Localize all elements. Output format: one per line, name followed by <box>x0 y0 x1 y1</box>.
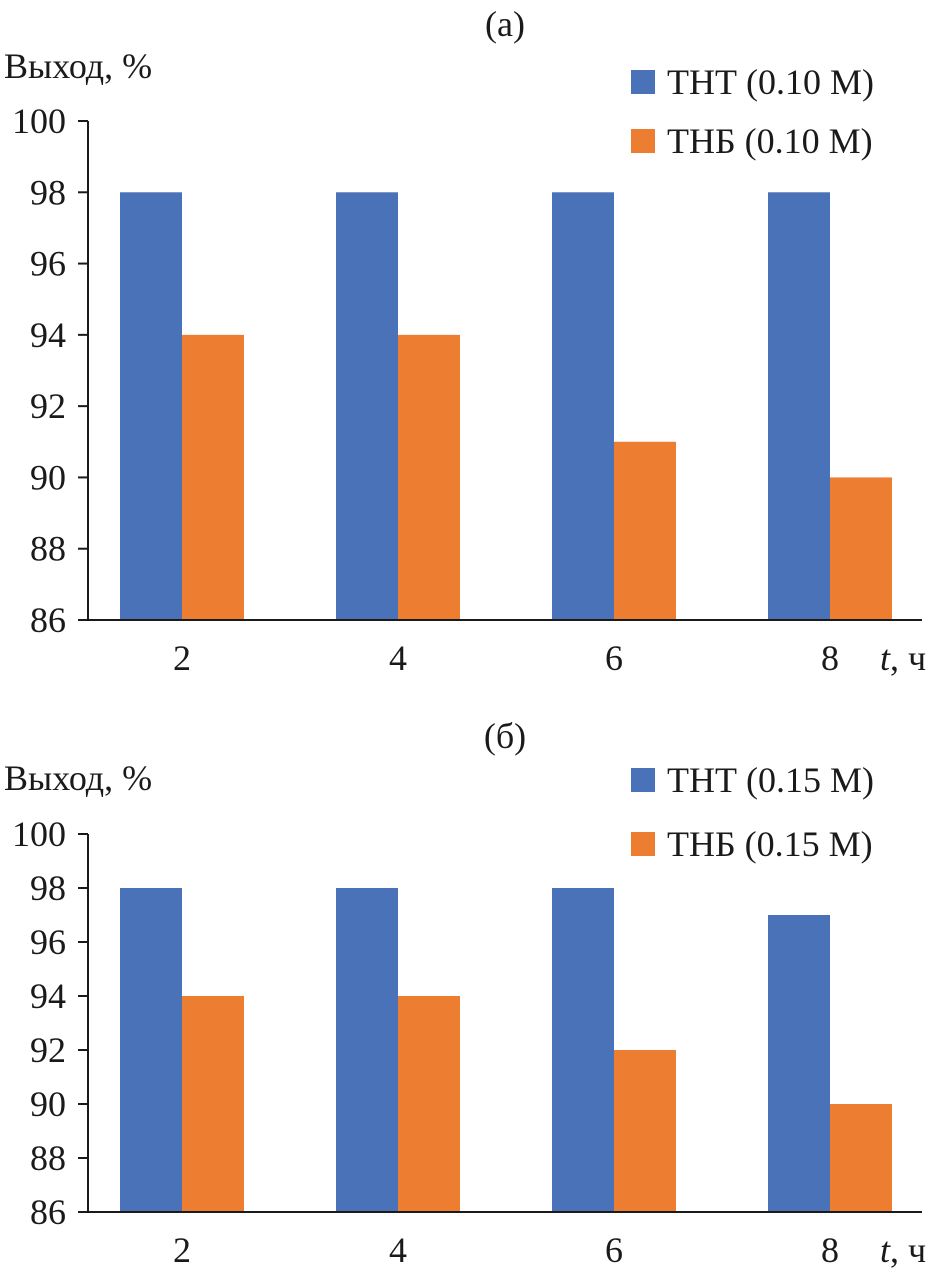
y-tick-label: 86 <box>30 600 66 640</box>
bar-series-1-6 <box>552 192 614 621</box>
chart-panel-a: (а) Выход, % ТНТ (0.10 М) ТНБ (0.10 М) 8… <box>4 4 926 678</box>
bar-series-1-4 <box>336 192 398 621</box>
x-tick-label: 8 <box>821 1230 839 1270</box>
bar-series-1-8 <box>768 192 830 621</box>
panel-b-x-axis-label: t, ч <box>880 1230 926 1270</box>
bar-series-2-2 <box>182 334 244 620</box>
legend-swatch-series-2 <box>631 832 655 856</box>
bar-series-1-2 <box>120 888 182 1212</box>
y-tick-label: 96 <box>30 244 66 284</box>
bar-series-2-4 <box>398 334 460 620</box>
panel-b-plot: 86 88 90 92 94 96 98 100 2 4 6 8 <box>12 814 892 1270</box>
y-tick-label: 92 <box>30 1030 66 1070</box>
x-tick-label: 4 <box>389 638 407 678</box>
panel-a-x-axis-label: t, ч <box>880 638 926 678</box>
legend-label-series-2: ТНБ (0.15 М) <box>667 824 873 864</box>
panel-b-x-axis-variable: t <box>880 1230 891 1270</box>
y-tick-label: 100 <box>12 814 66 854</box>
x-tick-label: 6 <box>605 638 623 678</box>
bar-series-2-6 <box>614 441 676 620</box>
legend-swatch-series-1 <box>631 70 655 94</box>
x-tick-label: 2 <box>173 1230 191 1270</box>
bar-series-1-4 <box>336 888 398 1212</box>
panel-a-title: (а) <box>485 4 525 44</box>
x-tick-label: 2 <box>173 638 191 678</box>
y-tick-label: 96 <box>30 922 66 962</box>
panel-a-legend: ТНТ (0.10 М) ТНБ (0.10 М) <box>631 62 874 161</box>
bar-series-2-8 <box>830 477 892 620</box>
y-tick-label: 92 <box>30 386 66 426</box>
bar-series-1-2 <box>120 192 182 621</box>
y-tick-label: 90 <box>30 1084 66 1124</box>
y-tick-label: 98 <box>30 172 66 212</box>
bar-series-2-4 <box>398 996 460 1212</box>
bar-series-1-6 <box>552 888 614 1212</box>
legend-swatch-series-2 <box>631 129 655 153</box>
y-tick-label: 100 <box>12 101 66 141</box>
y-tick-label: 94 <box>30 976 66 1016</box>
panel-a-plot: 86 88 90 92 94 96 98 100 2 4 6 8 <box>12 101 892 678</box>
y-tick-label: 86 <box>30 1192 66 1232</box>
panel-a-x-axis-unit: , ч <box>890 638 926 678</box>
y-tick-label: 98 <box>30 868 66 908</box>
legend-swatch-series-1 <box>631 768 655 792</box>
panel-b-legend: ТНТ (0.15 М) ТНБ (0.15 М) <box>631 760 874 864</box>
panel-b-x-axis-unit: , ч <box>890 1230 926 1270</box>
chart-panel-b: (б) Выход, % ТНТ (0.15 М) ТНБ (0.15 М) 8… <box>4 716 926 1270</box>
legend-label-series-1: ТНТ (0.10 М) <box>667 62 874 102</box>
y-tick-label: 88 <box>30 1138 66 1178</box>
bar-series-2-2 <box>182 996 244 1212</box>
y-tick-label: 94 <box>30 315 66 355</box>
y-tick-label: 88 <box>30 529 66 569</box>
bar-series-2-8 <box>830 1104 892 1212</box>
panel-a-x-axis-variable: t <box>880 638 891 678</box>
x-tick-label: 6 <box>605 1230 623 1270</box>
bar-series-2-6 <box>614 1050 676 1212</box>
y-tick-label: 90 <box>30 457 66 497</box>
legend-label-series-2: ТНБ (0.10 М) <box>667 121 873 161</box>
legend-label-series-1: ТНТ (0.15 М) <box>667 760 874 800</box>
panel-b-title: (б) <box>484 716 526 756</box>
panel-b-y-axis-label: Выход, % <box>4 758 152 798</box>
panel-a-y-axis-label: Выход, % <box>4 46 152 86</box>
x-tick-label: 4 <box>389 1230 407 1270</box>
x-tick-label: 8 <box>821 638 839 678</box>
bar-series-1-8 <box>768 915 830 1212</box>
